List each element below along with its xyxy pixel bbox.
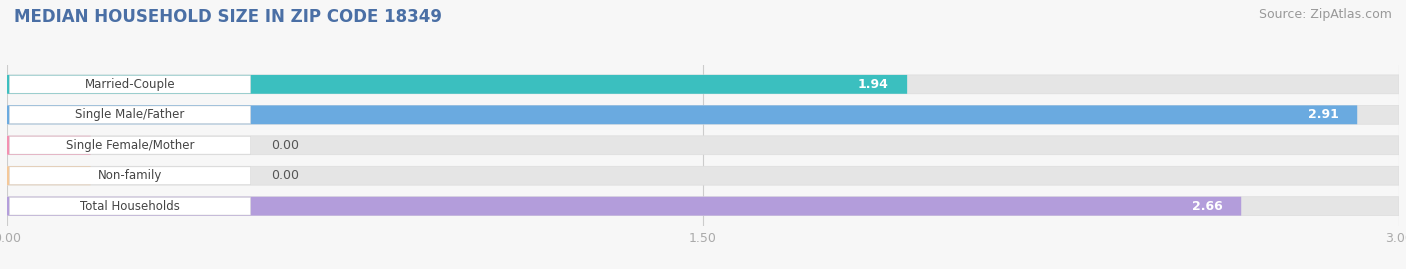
FancyBboxPatch shape (7, 136, 90, 155)
FancyBboxPatch shape (7, 75, 907, 94)
Text: Total Households: Total Households (80, 200, 180, 213)
Text: 1.94: 1.94 (858, 78, 889, 91)
Text: 0.00: 0.00 (271, 169, 299, 182)
Text: Single Female/Mother: Single Female/Mother (66, 139, 194, 152)
FancyBboxPatch shape (7, 166, 90, 185)
Text: 2.91: 2.91 (1308, 108, 1339, 121)
Text: 0.00: 0.00 (271, 139, 299, 152)
FancyBboxPatch shape (7, 105, 1357, 124)
FancyBboxPatch shape (7, 166, 1399, 185)
FancyBboxPatch shape (7, 136, 1399, 155)
FancyBboxPatch shape (10, 167, 250, 185)
FancyBboxPatch shape (7, 75, 1399, 94)
Text: MEDIAN HOUSEHOLD SIZE IN ZIP CODE 18349: MEDIAN HOUSEHOLD SIZE IN ZIP CODE 18349 (14, 8, 441, 26)
FancyBboxPatch shape (10, 76, 250, 93)
FancyBboxPatch shape (10, 106, 250, 124)
Text: Single Male/Father: Single Male/Father (76, 108, 184, 121)
Text: Non-family: Non-family (98, 169, 162, 182)
FancyBboxPatch shape (10, 136, 250, 154)
FancyBboxPatch shape (7, 105, 1399, 124)
FancyBboxPatch shape (7, 197, 1241, 216)
Text: Source: ZipAtlas.com: Source: ZipAtlas.com (1258, 8, 1392, 21)
FancyBboxPatch shape (10, 197, 250, 215)
Text: Married-Couple: Married-Couple (84, 78, 176, 91)
Text: 2.66: 2.66 (1192, 200, 1223, 213)
FancyBboxPatch shape (7, 197, 1399, 216)
